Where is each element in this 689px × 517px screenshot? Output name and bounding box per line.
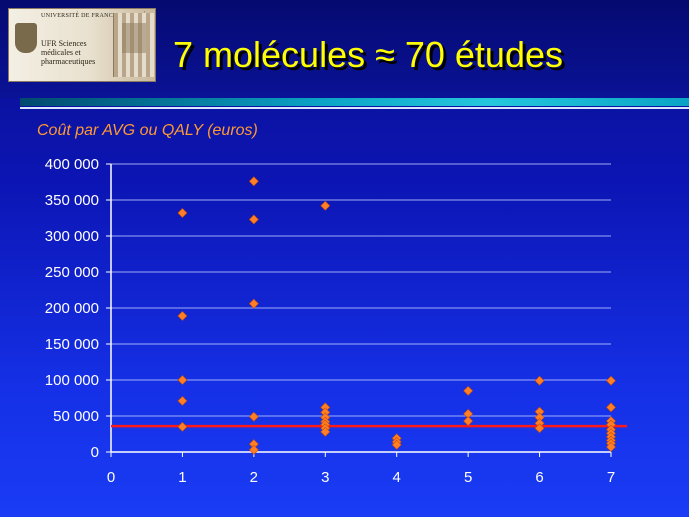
data-point-2	[177, 375, 188, 385]
data-point-7	[248, 298, 259, 309]
data-point-24	[463, 416, 474, 426]
data-point-1	[177, 310, 188, 321]
axes	[106, 163, 612, 457]
data-point-25	[534, 375, 545, 386]
data-point-0	[177, 208, 188, 218]
data-points	[177, 176, 616, 455]
y-tick-label-8: 400 000	[45, 156, 99, 173]
y-tick-label-2: 100 000	[45, 372, 99, 389]
data-point-6	[248, 214, 259, 225]
data-point-29	[534, 423, 545, 434]
x-tick-label-6: 6	[535, 469, 543, 486]
data-point-3	[177, 395, 188, 406]
header-divider-line	[20, 107, 689, 109]
x-tick-label-4: 4	[393, 469, 401, 486]
y-tick-label-6: 300 000	[45, 228, 99, 245]
data-point-39	[606, 442, 616, 452]
grid-lines	[111, 163, 611, 417]
data-point-18	[320, 426, 331, 437]
y-tick-label-0: 0	[91, 444, 99, 461]
data-point-4	[177, 421, 188, 432]
y-tick-label-7: 350 000	[45, 192, 99, 209]
data-point-8	[248, 411, 259, 422]
x-tick-label-2: 2	[250, 469, 258, 486]
y-tick-label-3: 150 000	[45, 336, 99, 353]
data-point-11	[320, 200, 331, 211]
data-point-21	[391, 439, 402, 450]
x-tick-label-3: 3	[321, 469, 329, 486]
chart-title: Coût par AVG ou QALY (euros)	[37, 122, 258, 139]
university-logo: UNIVERSITÉ DE FRANCHE-COMTÉ UFR Sciences…	[8, 8, 156, 82]
data-point-22	[463, 385, 474, 396]
x-tick-label-0: 0	[107, 469, 115, 486]
x-tick-label-1: 1	[178, 469, 186, 486]
data-point-31	[606, 402, 616, 413]
y-tick-label-1: 50 000	[53, 408, 99, 425]
y-tick-label-5: 250 000	[45, 264, 99, 281]
slide-title: 7 molécules ≈ 70 études	[173, 34, 563, 75]
logo-ufr-name: UFR Sciences médicales et pharmaceutique…	[41, 39, 96, 66]
tick-labels: 0 50 000 100 000 150 000 200 000 250 000 300 0…	[45, 156, 615, 486]
x-tick-label-7: 7	[607, 469, 615, 486]
university-shield-icon	[15, 23, 37, 53]
data-point-5	[248, 176, 259, 187]
data-point-10	[248, 444, 259, 455]
data-point-30	[606, 375, 616, 386]
y-tick-label-4: 200 000	[45, 300, 99, 317]
building-photo-icon	[113, 13, 154, 77]
logo-university-name: UNIVERSITÉ DE FRANCHE-COMTÉ	[41, 13, 147, 19]
x-tick-label-5: 5	[464, 469, 472, 486]
header-divider	[20, 98, 689, 106]
